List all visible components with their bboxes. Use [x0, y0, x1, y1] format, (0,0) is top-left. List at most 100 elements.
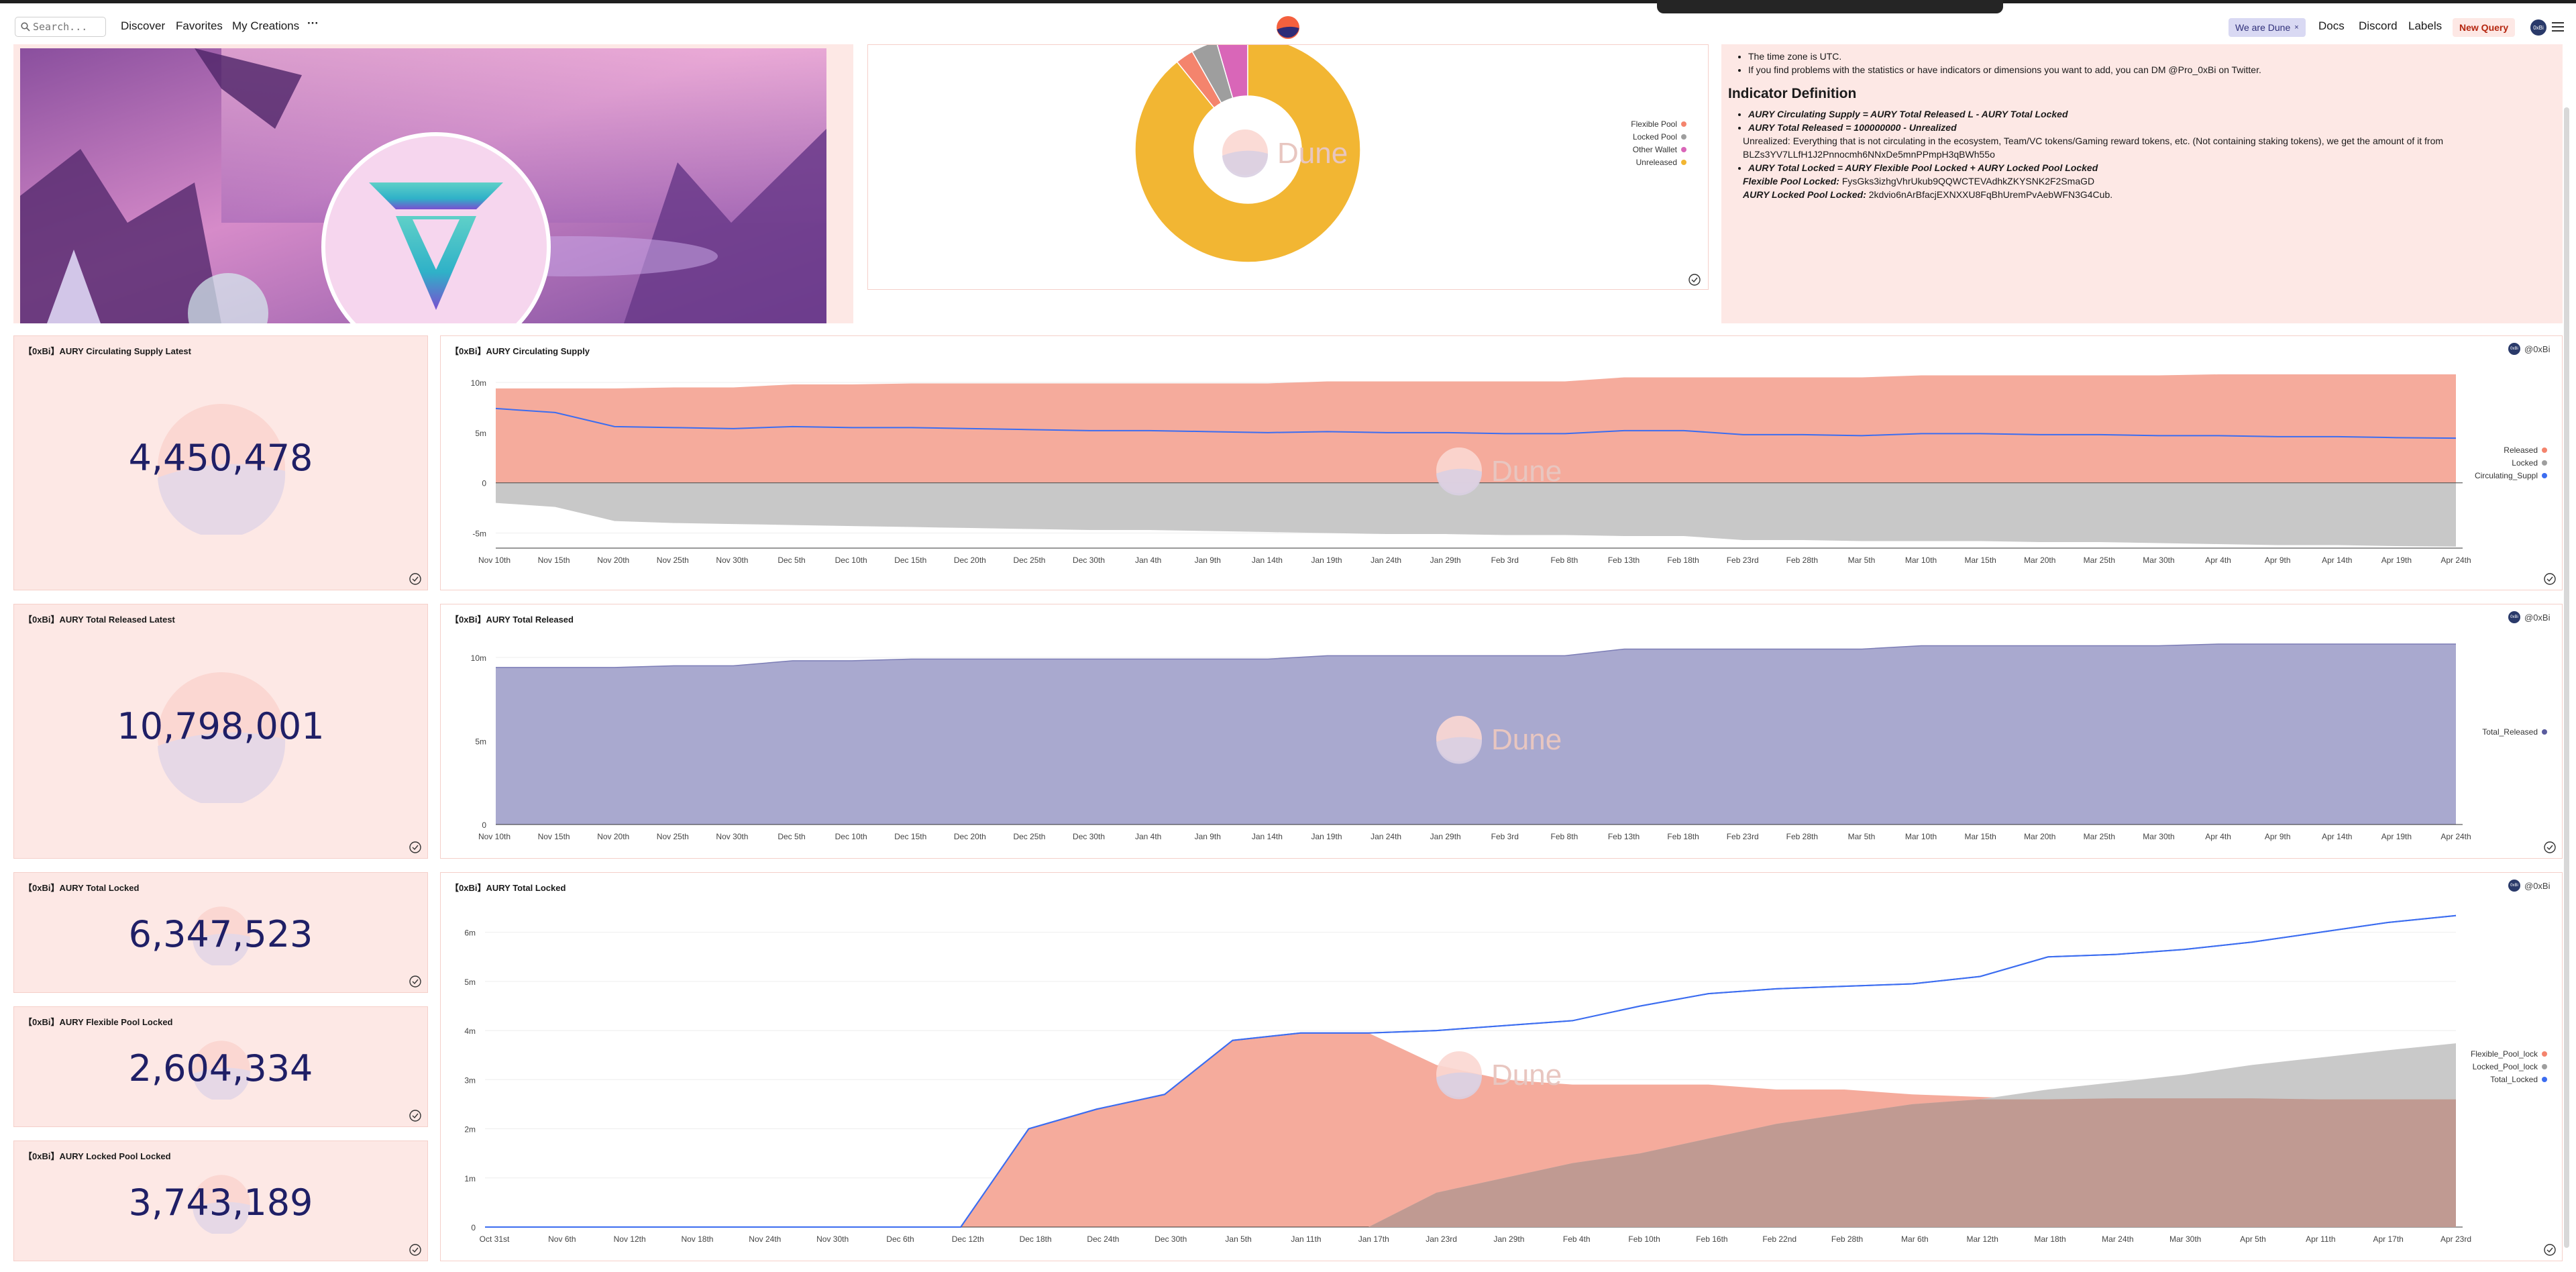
search-input[interactable]	[33, 21, 100, 33]
x-tick-label: Jan 24th	[1371, 555, 1401, 565]
user-avatar[interactable]: 0xBi	[2530, 19, 2546, 36]
x-tick-label: Apr 4th	[2205, 832, 2231, 841]
x-tick-label: Feb 28th	[1831, 1234, 1863, 1244]
y-tick-label: 5m	[475, 429, 486, 438]
author-badge[interactable]: 0xBi @0xBi	[2508, 880, 2551, 892]
nav-discord[interactable]: Discord	[2359, 19, 2398, 32]
x-tick-label: Jan 14th	[1252, 555, 1283, 565]
x-tick-label: Dec 24th	[1087, 1234, 1119, 1244]
y-tick-label: 3m	[464, 1075, 476, 1085]
nav-more-button[interactable]: ···	[307, 17, 319, 30]
counter-value: 3,743,189	[128, 1181, 313, 1224]
x-tick-label: Apr 24th	[2440, 832, 2471, 841]
pie-legend: Flexible Pool Locked Pool Other Wallet Unre…	[1593, 117, 1686, 168]
author-badge[interactable]: 0xBi @0xBi	[2508, 343, 2551, 355]
verified-check-icon[interactable]	[2543, 841, 2557, 854]
x-tick-label: Jan 19th	[1311, 832, 1342, 841]
legend-dot	[2542, 1063, 2547, 1069]
dune-watermark-icon	[1436, 1072, 1483, 1100]
dune-watermark-text: Dune	[1491, 1059, 1562, 1092]
y-tick-label: 10m	[471, 653, 486, 663]
legend-item[interactable]: Total_Locked	[2447, 1073, 2547, 1085]
chart-legend: Released Locked Circulating_Suppl	[2447, 443, 2547, 482]
x-tick-label: Dec 10th	[835, 832, 867, 841]
x-tick-label: Dec 18th	[1020, 1234, 1052, 1244]
legend-dot	[2542, 472, 2547, 478]
x-tick-label: Apr 9th	[2265, 555, 2291, 565]
y-tick-label: 0	[471, 1223, 476, 1232]
x-tick-label: Dec 30th	[1073, 832, 1105, 841]
nav-labels[interactable]: Labels	[2408, 19, 2443, 32]
x-tick-label: Jan 4th	[1135, 555, 1161, 565]
flexible-pool-address[interactable]: FysGks3izhgVhrUkub9QQWCTEVAdhkZKYSNK2F2S…	[1841, 176, 2095, 187]
close-icon[interactable]: ×	[2294, 23, 2299, 32]
team-switcher[interactable]: We are Dune ×	[2229, 18, 2306, 37]
x-tick-label: Dec 20th	[954, 832, 986, 841]
hamburger-menu-icon[interactable]	[2552, 22, 2564, 32]
legend-label: Flexible_Pool_lock	[2470, 1049, 2538, 1059]
dune-watermark-text: Dune	[1491, 455, 1562, 488]
locked-pool-address[interactable]: 2kdvio6nArBfacjEXNXXU8FqBhUremPvAebWFN3G…	[1868, 189, 2113, 200]
nav-my-creations[interactable]: My Creations	[232, 19, 300, 32]
legend-item[interactable]: Locked	[2447, 456, 2547, 469]
legend-item[interactable]: Locked Pool	[1593, 130, 1686, 143]
dune-watermark-text: Dune	[1277, 137, 1348, 170]
chart-card-released: 【0xBi】AURY Total Released 0xBi @0xBi 10m 5…	[440, 604, 2563, 859]
verified-check-icon[interactable]	[409, 1109, 422, 1122]
legend-item[interactable]: Flexible Pool	[1593, 117, 1686, 130]
x-tick-label: Mar 18th	[2034, 1234, 2065, 1244]
legend-label: Circulating_Suppl	[2474, 470, 2538, 480]
x-tick-label: Dec 25th	[1013, 832, 1045, 841]
pie-slice-unreleased	[1134, 45, 1361, 263]
nav-favorites[interactable]: Favorites	[176, 19, 223, 32]
x-tick-label: Mar 15th	[1964, 832, 1996, 841]
verified-check-icon[interactable]	[409, 572, 422, 586]
verified-check-icon[interactable]	[2543, 572, 2557, 586]
search-box[interactable]	[15, 17, 106, 37]
legend-item[interactable]: Other Wallet	[1593, 143, 1686, 156]
x-tick-label: Feb 22nd	[1762, 1234, 1796, 1244]
definition-circulating: AURY Circulating Supply = AURY Total Rel…	[1748, 107, 2563, 121]
new-query-button[interactable]: New Query	[2453, 18, 2516, 37]
avatar-text: 0xBi	[2533, 24, 2544, 31]
x-tick-label: Jan 11th	[1291, 1234, 1321, 1244]
x-tick-label: Nov 20th	[597, 832, 629, 841]
legend-dot	[2542, 729, 2547, 735]
x-tick-label: Dec 15th	[894, 555, 926, 565]
dune-logo[interactable]	[1276, 15, 1300, 40]
x-tick-label: Jan 29th	[1430, 832, 1461, 841]
verified-check-icon[interactable]	[2543, 1243, 2557, 1257]
x-tick-label: Dec 15th	[894, 832, 926, 841]
x-tick-label: Apr 19th	[2381, 832, 2412, 841]
area-released	[496, 374, 2456, 483]
legend-item[interactable]: Flexible_Pool_lock	[2447, 1047, 2547, 1060]
page-scrollbar[interactable]	[2564, 107, 2569, 1248]
x-tick-label: Dec 6th	[886, 1234, 914, 1244]
legend-dot	[1681, 159, 1686, 165]
verified-check-icon[interactable]	[409, 975, 422, 988]
dark-popover-edge	[1657, 0, 2003, 13]
author-badge[interactable]: 0xBi @0xBi	[2508, 611, 2551, 623]
x-tick-label: Feb 18th	[1667, 555, 1699, 565]
nav-discover[interactable]: Discover	[121, 19, 166, 32]
legend-item[interactable]: Released	[2447, 443, 2547, 456]
legend-item[interactable]: Circulating_Suppl	[2447, 469, 2547, 482]
new-query-label: New Query	[2459, 22, 2509, 33]
legend-item[interactable]: Unreleased	[1593, 156, 1686, 168]
legend-item[interactable]: Total_Released	[2447, 725, 2547, 738]
verified-check-icon[interactable]	[409, 1243, 422, 1257]
legend-label: Total_Released	[2482, 727, 2538, 737]
x-tick-label: Dec 30th	[1073, 555, 1105, 565]
verified-check-icon[interactable]	[1688, 273, 1701, 286]
dune-watermark-icon	[193, 1175, 250, 1234]
legend-dot	[2542, 447, 2547, 453]
y-tick-label: 6m	[464, 929, 476, 938]
x-tick-label: Apr 14th	[2322, 555, 2352, 565]
x-tick-label: Apr 23rd	[2440, 1234, 2471, 1244]
legend-item[interactable]: Locked_Pool_lock	[2447, 1060, 2547, 1073]
x-tick-label: Feb 13th	[1608, 555, 1640, 565]
line-total-released	[496, 643, 2456, 668]
area-locked	[496, 482, 2456, 547]
nav-docs[interactable]: Docs	[2318, 19, 2345, 32]
verified-check-icon[interactable]	[409, 841, 422, 854]
